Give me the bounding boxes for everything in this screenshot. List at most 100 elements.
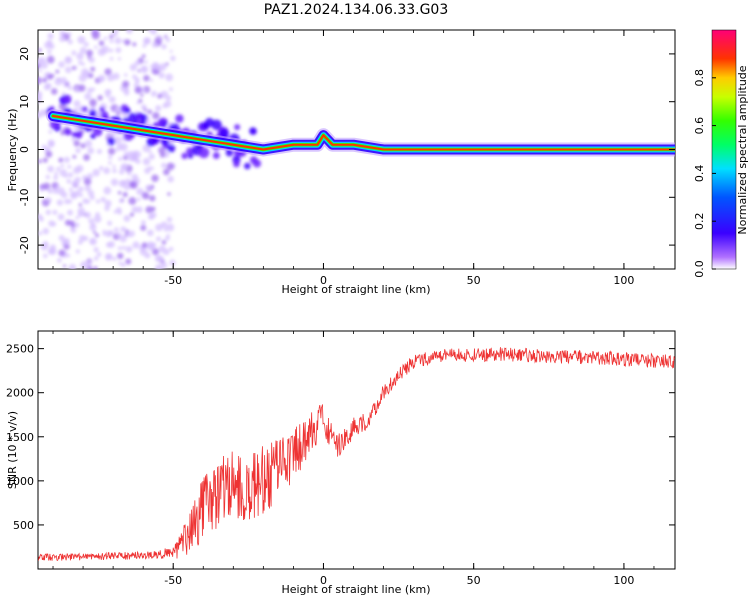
noise-blob xyxy=(104,89,112,97)
noise-blob xyxy=(150,90,158,97)
snr-x-tick-label: 0 xyxy=(320,574,327,587)
noise-blob xyxy=(158,146,166,155)
noise-blob xyxy=(151,248,160,256)
colorbar-ticks: 0.0 0.2 0.4 0.6 0.8 xyxy=(693,69,716,278)
noise-blob xyxy=(74,176,81,184)
noise-blob xyxy=(68,85,73,91)
noise-blob xyxy=(133,83,138,87)
noise-blob xyxy=(72,154,77,159)
noise-blob xyxy=(128,197,137,205)
noise-blob xyxy=(114,30,119,33)
spectrogram-y-tick-label: -20 xyxy=(18,236,31,254)
noise-blob xyxy=(129,63,137,71)
noise-blob xyxy=(140,104,147,110)
noise-blob xyxy=(109,48,114,53)
noise-blob xyxy=(170,55,176,61)
noise-blob xyxy=(69,191,77,198)
ridge-blob xyxy=(90,133,96,139)
noise-blob xyxy=(78,74,87,83)
ridge-blob xyxy=(127,112,139,124)
ridge-blob xyxy=(234,124,241,131)
noise-blob xyxy=(125,30,133,34)
noise-blob xyxy=(103,36,108,41)
spectrogram-y-tick-label: -10 xyxy=(18,188,31,206)
noise-blob xyxy=(117,57,122,61)
noise-blob xyxy=(63,243,70,250)
noise-blob xyxy=(38,90,43,99)
noise-blob xyxy=(161,162,167,169)
noise-blob xyxy=(84,140,93,148)
noise-blob xyxy=(160,68,164,72)
noise-blob xyxy=(150,166,155,171)
noise-blob xyxy=(38,159,42,164)
noise-blob xyxy=(100,196,106,203)
snr-x-tick-label: 100 xyxy=(613,574,634,587)
snr-series xyxy=(38,347,675,562)
noise-blob xyxy=(158,72,165,79)
snr-y-tick-label: 500 xyxy=(13,519,34,532)
noise-blob xyxy=(65,82,69,86)
noise-blob xyxy=(113,227,119,233)
noise-blob xyxy=(124,86,130,92)
snr-x-tick-label: -50 xyxy=(164,574,182,587)
noise-blob xyxy=(57,257,62,263)
noise-blob xyxy=(93,215,102,223)
colorbar-tick-label: 0.6 xyxy=(693,117,706,135)
ridge-band xyxy=(52,115,675,151)
noise-blob xyxy=(114,105,121,113)
noise-blob xyxy=(125,229,130,234)
noise-blob xyxy=(141,242,148,249)
noise-blob xyxy=(140,93,144,97)
noise-blob xyxy=(151,174,159,182)
snr-frame xyxy=(37,330,676,570)
noise-blob xyxy=(55,184,60,189)
noise-blob xyxy=(107,147,116,155)
noise-blob xyxy=(54,171,58,176)
noise-blob xyxy=(104,199,112,207)
noise-blob xyxy=(67,39,73,45)
noise-blob xyxy=(121,162,129,171)
noise-blob xyxy=(108,161,112,165)
noise-blob xyxy=(78,60,83,65)
spectrogram-y-tick-label: 0 xyxy=(18,146,31,153)
noise-blob xyxy=(90,66,96,72)
noise-blob xyxy=(77,35,86,44)
noise-blob xyxy=(38,216,44,222)
spectrogram-scatter xyxy=(38,30,262,269)
noise-blob xyxy=(38,57,42,65)
noise-blob xyxy=(149,195,156,202)
noise-blob xyxy=(64,198,70,205)
noise-blob xyxy=(63,173,68,178)
noise-blob xyxy=(117,191,122,195)
noise-blob xyxy=(39,187,45,192)
ridge-blob xyxy=(124,107,131,114)
ridge-blob xyxy=(64,128,72,136)
noise-blob xyxy=(102,229,106,234)
colorbar-tick-label: 0.0 xyxy=(693,260,706,278)
noise-blob xyxy=(38,69,42,73)
noise-blob xyxy=(151,42,158,48)
noise-blob xyxy=(92,230,97,234)
ridge-blob xyxy=(139,114,148,122)
noise-blob xyxy=(165,37,171,43)
noise-blob xyxy=(124,73,128,77)
noise-blob xyxy=(146,229,154,237)
noise-blob xyxy=(155,264,163,269)
noise-blob xyxy=(43,83,51,91)
noise-blob xyxy=(63,238,71,246)
noise-blob xyxy=(141,220,146,225)
noise-blob xyxy=(47,33,54,40)
noise-blob xyxy=(104,253,113,261)
noise-blob xyxy=(52,188,59,194)
noise-blob xyxy=(155,236,162,242)
noise-blob xyxy=(67,209,74,216)
noise-blob xyxy=(122,192,128,198)
noise-blob xyxy=(117,246,122,251)
colorbar-label: Normalized spectral amplitude xyxy=(736,65,749,234)
noise-blob xyxy=(137,69,141,73)
noise-blob xyxy=(45,150,53,158)
noise-blob xyxy=(98,77,104,83)
noise-blob xyxy=(103,167,111,175)
noise-blob xyxy=(124,39,131,46)
noise-blob xyxy=(95,233,100,238)
